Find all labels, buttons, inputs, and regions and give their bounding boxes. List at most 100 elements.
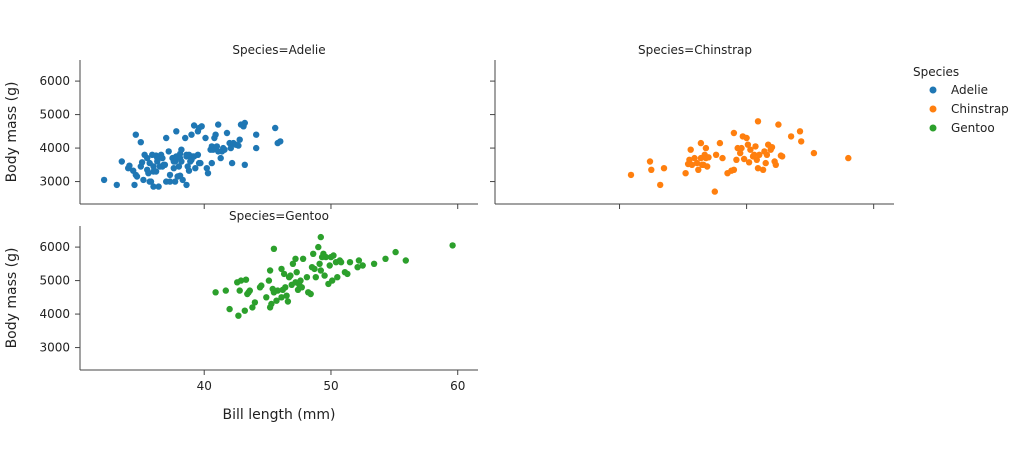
data-point-gentoo	[402, 257, 409, 264]
data-point-chinstrap	[688, 161, 696, 168]
data-point-gentoo	[315, 243, 322, 251]
data-point-gentoo	[392, 248, 399, 256]
data-point-gentoo	[292, 255, 299, 262]
data-point-chinstrap	[747, 146, 754, 153]
data-point-gentoo	[346, 259, 354, 266]
data-point-gentoo	[284, 298, 292, 305]
data-point-gentoo	[299, 255, 307, 262]
data-point-chinstrap	[686, 156, 693, 163]
data-point-gentoo	[321, 272, 328, 279]
data-point-chinstrap	[648, 166, 655, 173]
data-point-chinstrap	[682, 170, 689, 177]
data-point-gentoo	[354, 264, 361, 271]
data-point-gentoo	[282, 284, 289, 291]
data-point-chinstrap	[693, 159, 701, 167]
data-point-gentoo	[334, 274, 341, 281]
data-point-chinstrap	[845, 154, 852, 162]
data-point-adelie	[228, 159, 236, 167]
panel-title-chinstrap: Species=Chinstrap	[638, 43, 752, 57]
data-point-chinstrap	[657, 181, 664, 189]
legend-marker-adelie	[929, 86, 937, 94]
data-point-chinstrap	[733, 156, 740, 163]
data-point-adelie	[179, 176, 186, 184]
legend-item-gentoo[interactable]: Gentoo	[929, 121, 995, 135]
data-point-gentoo	[278, 265, 285, 273]
data-point-gentoo	[237, 277, 245, 284]
data-point-chinstrap	[762, 159, 769, 167]
data-point-chinstrap	[697, 139, 705, 147]
data-point-chinstrap	[768, 144, 776, 151]
data-point-gentoo	[266, 267, 274, 274]
data-point-adelie	[126, 162, 133, 169]
data-point-chinstrap	[704, 163, 711, 170]
data-point-chinstrap	[702, 144, 710, 152]
data-point-gentoo	[246, 287, 253, 294]
data-point-chinstrap	[798, 138, 805, 145]
data-point-chinstrap	[711, 188, 718, 195]
panel-adelie: 3000 4000 5000 6000	[39, 60, 478, 209]
data-point-adelie	[197, 159, 204, 167]
legend-item-adelie[interactable]: Adelie	[929, 83, 989, 97]
data-point-adelie	[170, 165, 177, 172]
data-point-chinstrap	[759, 166, 767, 173]
panel-chinstrap	[490, 60, 894, 209]
data-point-adelie	[133, 173, 141, 180]
data-point-adelie	[178, 146, 185, 153]
data-point-chinstrap	[743, 134, 750, 142]
y-tick-label: 5000	[39, 108, 70, 122]
data-point-chinstrap	[730, 129, 738, 137]
data-point-gentoo	[307, 290, 314, 298]
data-point-gentoo	[298, 284, 305, 291]
data-point-gentoo	[359, 262, 366, 269]
data-point-adelie	[132, 131, 139, 138]
data-point-adelie	[204, 170, 212, 177]
panel-title-gentoo: Species=Gentoo	[229, 209, 329, 223]
y-tick-label: 6000	[39, 240, 70, 254]
data-point-gentoo	[382, 255, 389, 262]
legend-item-chinstrap[interactable]: Chinstrap	[929, 102, 1009, 116]
data-point-chinstrap	[787, 133, 795, 140]
data-point-adelie	[188, 131, 195, 138]
data-point-adelie	[175, 163, 183, 170]
data-point-adelie	[213, 143, 221, 150]
data-point-chinstrap	[691, 154, 698, 162]
data-point-adelie	[161, 161, 169, 168]
data-point-adelie	[137, 139, 144, 146]
y-tick-label: 6000	[39, 74, 70, 88]
scatter-points-chinstrap	[627, 118, 852, 195]
x-tick-label: 50	[323, 379, 338, 393]
data-point-gentoo	[242, 276, 250, 283]
data-point-adelie	[147, 178, 155, 185]
data-point-gentoo	[270, 245, 278, 252]
legend-label-gentoo: Gentoo	[951, 121, 995, 135]
data-point-chinstrap	[754, 165, 762, 172]
data-point-gentoo	[317, 267, 324, 274]
data-point-adelie	[163, 134, 170, 142]
data-point-chinstrap	[712, 151, 720, 158]
data-point-adelie	[217, 154, 224, 162]
data-point-chinstrap	[752, 143, 759, 150]
data-point-gentoo	[249, 304, 256, 311]
y-axis-title-top: Body mass (g)	[4, 82, 20, 183]
data-point-gentoo	[310, 250, 317, 257]
data-point-adelie	[182, 134, 189, 142]
data-point-adelie	[171, 178, 179, 185]
data-point-adelie	[192, 165, 199, 172]
data-point-chinstrap	[753, 156, 760, 163]
data-point-adelie	[272, 124, 279, 132]
data-point-chinstrap	[772, 161, 779, 168]
data-point-chinstrap	[756, 151, 763, 158]
data-point-chinstrap	[740, 155, 748, 163]
data-point-adelie	[140, 176, 147, 184]
legend-label-adelie: Adelie	[951, 83, 988, 97]
data-point-chinstrap	[745, 159, 753, 166]
data-point-gentoo	[329, 277, 336, 284]
data-point-adelie	[277, 138, 284, 145]
data-point-gentoo	[311, 265, 318, 273]
y-tick-label: 3000	[39, 175, 70, 189]
data-point-chinstrap	[705, 154, 712, 161]
data-point-gentoo	[280, 270, 288, 278]
data-point-adelie	[215, 121, 222, 128]
data-point-gentoo	[337, 259, 345, 266]
